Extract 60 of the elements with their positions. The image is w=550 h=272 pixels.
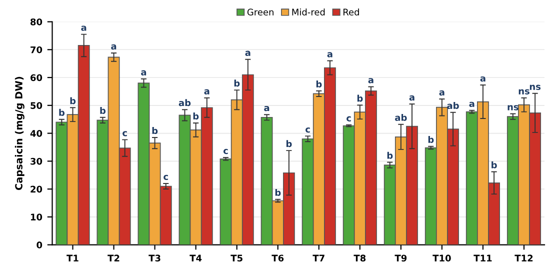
legend-label: Green	[247, 8, 274, 16]
data-label: b	[152, 127, 158, 134]
x-tick-label: T4	[190, 254, 202, 262]
y-tick-label: 40	[30, 130, 42, 137]
y-tick-label: 20	[30, 186, 42, 193]
x-tick-label: T8	[354, 254, 366, 262]
data-label: b	[70, 97, 76, 104]
data-label: a	[469, 102, 474, 107]
data-label: c	[346, 116, 351, 122]
data-label: a	[204, 89, 210, 94]
data-label: a	[264, 106, 270, 112]
data-label: b	[428, 136, 434, 143]
y-tick-label: 0	[36, 242, 42, 248]
data-label: c	[122, 131, 127, 136]
x-tick-label: T7	[312, 254, 324, 262]
data-label: ab	[447, 102, 459, 109]
data-label: b	[275, 188, 281, 196]
data-label: b	[316, 80, 322, 88]
data-label: ab	[395, 114, 407, 121]
data-label: a	[439, 90, 444, 96]
data-label: b	[357, 94, 363, 102]
x-tick-label: T5	[230, 254, 242, 262]
x-tick-label: T11	[474, 254, 492, 262]
data-label: b	[59, 108, 65, 116]
data-label: c	[164, 174, 168, 180]
x-tick-label: T3	[148, 254, 160, 262]
data-label: b	[234, 80, 240, 87]
legend-label: Red	[344, 8, 359, 16]
y-tick-label: 80	[30, 18, 42, 26]
y-tick-label: 50	[30, 102, 42, 109]
data-label: a	[368, 78, 374, 84]
data-label: b	[100, 106, 106, 114]
data-label: a	[480, 76, 486, 82]
data-label: c	[306, 127, 310, 133]
x-tick-label: T2	[108, 254, 120, 262]
y-tick-label: 60	[30, 74, 42, 82]
legend-label: Mid-red	[292, 8, 325, 16]
data-label: a	[245, 50, 250, 56]
data-label: a	[409, 95, 414, 101]
x-tick-label: T1	[66, 254, 78, 262]
x-tick-label: T9	[394, 254, 407, 262]
data-label: b	[193, 112, 199, 120]
data-label: a	[81, 26, 86, 31]
y-tick-label: 70	[30, 46, 42, 54]
y-tick-label: 10	[30, 214, 42, 220]
data-label: a	[141, 70, 146, 76]
y-tick-label: 30	[30, 158, 42, 165]
data-label: a	[111, 44, 116, 50]
data-label: a	[327, 52, 332, 58]
data-label: ab	[178, 99, 191, 106]
data-label: ns	[518, 89, 530, 94]
data-label: b	[492, 161, 497, 168]
data-label: b	[387, 152, 393, 159]
x-tick-label: T10	[432, 254, 451, 262]
x-tick-label: T6	[272, 254, 284, 262]
x-tick-label: T12	[514, 254, 533, 262]
y-axis-title: Capsaicin (mg/g DW)	[14, 76, 24, 190]
data-label: ns	[530, 84, 541, 90]
data-label: c	[223, 148, 228, 154]
data-label: b	[286, 140, 292, 148]
